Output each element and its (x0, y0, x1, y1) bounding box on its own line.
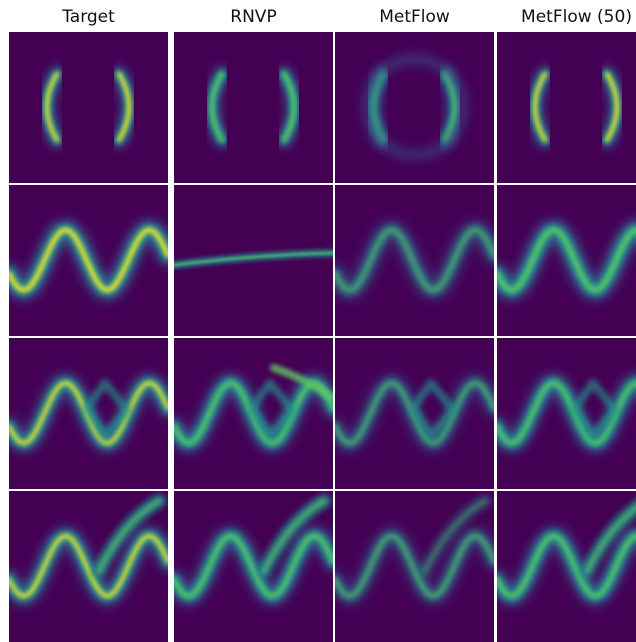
panel-r0-c2 (335, 32, 494, 183)
column-title-1: RNVP (230, 7, 277, 27)
panel-r2-c3 (497, 338, 636, 489)
panel-r2-c2 (335, 338, 494, 489)
column-title-2: MetFlow (379, 7, 450, 27)
panel-r2-c1 (174, 338, 333, 489)
panel-r3-c1 (174, 491, 333, 642)
panel-r0-c1 (174, 32, 333, 183)
panel-r3-c2 (335, 491, 494, 642)
panel-r0-c3 (497, 32, 636, 183)
panel-r3-c3 (497, 491, 636, 642)
panel-r3-c0 (9, 491, 168, 642)
panel-r1-c3 (497, 185, 636, 336)
panel-r1-c2 (335, 185, 494, 336)
panel-r0-c0 (9, 32, 168, 183)
column-title-3: MetFlow (50) (521, 7, 632, 27)
panel-r1-c1 (174, 185, 333, 336)
panel-r2-c0 (9, 338, 168, 489)
column-title-0: Target (62, 7, 115, 27)
panel-r1-c0 (9, 185, 168, 336)
